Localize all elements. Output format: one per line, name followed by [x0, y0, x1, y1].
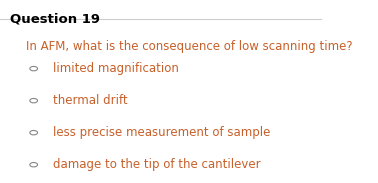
Text: Question 19: Question 19 [9, 13, 100, 26]
Text: limited magnification: limited magnification [53, 62, 179, 75]
Text: less precise measurement of sample: less precise measurement of sample [53, 126, 270, 139]
Text: damage to the tip of the cantilever: damage to the tip of the cantilever [53, 158, 260, 171]
Text: In AFM, what is the consequence of low scanning time?: In AFM, what is the consequence of low s… [26, 40, 352, 53]
Text: thermal drift: thermal drift [53, 94, 127, 107]
